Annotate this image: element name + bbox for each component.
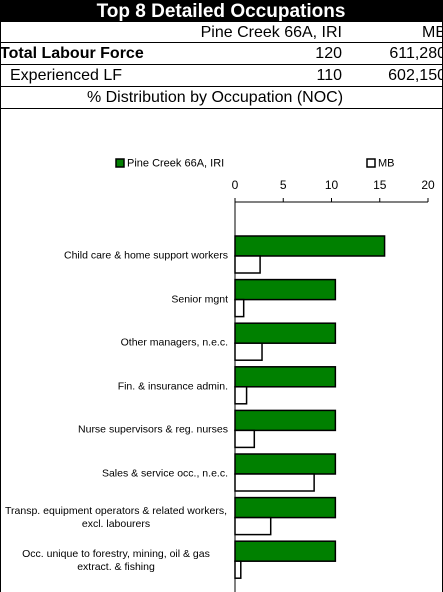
bar [234, 560, 242, 579]
category-text: Senior mgnt [171, 293, 228, 306]
category-label: Other managers, n.e.c. [4, 337, 228, 350]
legend-swatch [115, 158, 125, 168]
bar [234, 473, 315, 492]
category-label: Sales & service occ., n.e.c. [4, 468, 228, 481]
bar [234, 386, 248, 405]
category-label: Occ. unique to forestry, mining, oil & g… [4, 548, 228, 574]
category-label: Fin. & insurance admin. [4, 380, 228, 393]
legend-swatch [366, 158, 376, 168]
bar [234, 342, 263, 361]
legend-label: Pine Creek 66A, IRI [127, 157, 224, 169]
bar [234, 322, 337, 344]
row-label: Total Labour Force [0, 45, 144, 62]
cell: 110 [316, 67, 342, 84]
category-text: Nurse supervisors & reg. nurses [78, 423, 228, 436]
bar [234, 298, 245, 318]
category-text: Sales & service occ., n.e.c. [101, 467, 228, 480]
bar [234, 235, 386, 257]
cell: 611,280 [389, 45, 443, 62]
cell: 602,150 [388, 67, 443, 84]
x-tick-label: 5 [280, 178, 287, 192]
x-tick-label: 0 [232, 178, 239, 192]
category-label: Nurse supervisors & reg. nurses [4, 424, 228, 437]
category-label: Transp. equipment operators & related wo… [4, 505, 228, 531]
category-text: Fin. & insurance admin. [117, 380, 228, 393]
cell: 120 [315, 45, 342, 62]
bar [234, 496, 337, 519]
category-text: Occ. unique to forestry, mining, oil & g… [22, 548, 210, 574]
x-tick-label: 10 [325, 178, 339, 192]
category-text: Child care & home support workers [64, 249, 228, 262]
category-label: Child care & home support workers [4, 250, 228, 263]
legend-label: MB [378, 157, 395, 169]
bar [234, 540, 337, 562]
column-header: Pine Creek 66A, IRI [201, 24, 342, 41]
bar [234, 255, 261, 274]
bar [234, 278, 337, 301]
column-header: MB [422, 24, 443, 41]
bar [234, 366, 337, 388]
title-bar [0, 0, 443, 22]
bar [234, 429, 256, 449]
category-text: Transp. equipment operators & related wo… [5, 504, 227, 530]
x-tick-label: 20 [421, 178, 435, 192]
x-tick-label: 15 [373, 178, 387, 192]
bar [234, 453, 337, 475]
subtitle: % Distribution by Occupation (NOC) [87, 89, 343, 106]
category-label: Senior mgnt [4, 293, 228, 306]
title: Top 8 Detailed Occupations [97, 1, 346, 22]
bar [234, 516, 272, 536]
bar [234, 409, 337, 432]
category-text: Other managers, n.e.c. [120, 336, 228, 349]
row-label: Experienced LF [10, 67, 122, 84]
